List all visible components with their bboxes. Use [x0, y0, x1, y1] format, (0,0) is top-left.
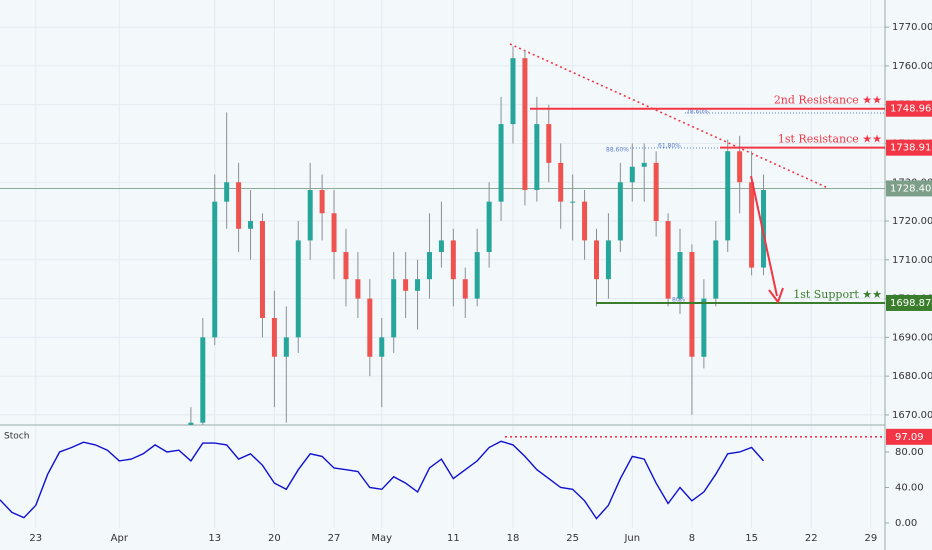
- candle-body: [522, 58, 528, 191]
- candle-body: [343, 252, 349, 280]
- y-tick-label: 80.00: [895, 447, 924, 458]
- candle-body: [713, 240, 719, 299]
- level-badge: [886, 100, 932, 117]
- fib-label: 78.60%: [686, 109, 709, 116]
- y-tick-label: 1690.000: [892, 332, 932, 343]
- candle-body: [737, 151, 743, 183]
- candle-body: [677, 252, 683, 299]
- x-tick-label: Apr: [111, 533, 129, 544]
- candle-body: [212, 201, 218, 338]
- candle-body: [665, 221, 671, 299]
- candle-body: [248, 221, 254, 229]
- candle-body: [629, 166, 635, 183]
- x-tick-label: 11: [447, 533, 460, 544]
- y-tick-label: 0.00: [895, 518, 917, 529]
- candle-body: [415, 279, 421, 291]
- candle-body: [653, 162, 659, 222]
- arrow-head: [768, 287, 784, 305]
- level-badge-label: 1698.874: [890, 298, 932, 309]
- x-tick-label: 18: [507, 533, 520, 544]
- level-badge-label: 1748.967: [890, 104, 932, 115]
- pane-title: Stoch: [4, 432, 29, 442]
- price-badge-label: 1728.409: [890, 183, 932, 194]
- stoch-badge-label: 97.09: [895, 432, 924, 443]
- candle-body: [271, 317, 277, 357]
- candle-body: [307, 190, 313, 241]
- level-label: 1st Support ★★: [793, 288, 882, 301]
- candle-body: [379, 337, 385, 357]
- candle-body: [641, 162, 647, 167]
- candle-body: [701, 298, 707, 357]
- candle-body: [319, 190, 325, 214]
- candle-body: [450, 240, 456, 280]
- y-tick-label: 1670.000: [892, 410, 932, 421]
- candle-body: [188, 422, 194, 425]
- candle-body: [200, 337, 206, 423]
- trend-line: [509, 43, 829, 189]
- candle-body: [558, 162, 564, 202]
- candle-body: [355, 279, 361, 299]
- candle-body: [570, 201, 576, 203]
- candle-body: [331, 213, 337, 253]
- y-tick-label: 1710.000: [892, 255, 932, 266]
- candle-body: [498, 124, 504, 202]
- x-tick-label: 22: [805, 533, 818, 544]
- candle-body: [546, 124, 552, 163]
- candle-body: [749, 182, 755, 268]
- candle-body: [259, 221, 265, 318]
- candle-body: [534, 124, 540, 191]
- x-tick-label: 25: [566, 533, 579, 544]
- candle-body: [617, 182, 623, 241]
- candle-body: [582, 201, 588, 241]
- candle-body: [474, 252, 480, 299]
- candle-body: [236, 182, 242, 229]
- y-tick-label: 1680.000: [892, 371, 932, 382]
- projection-arrow: [750, 175, 778, 297]
- x-tick-label: Jun: [623, 533, 640, 544]
- level-badge-label: 1738.917: [890, 143, 932, 154]
- candle-body: [426, 252, 432, 280]
- candle-body: [295, 240, 301, 338]
- x-tick-label: 8: [689, 533, 695, 544]
- candle-body: [438, 240, 444, 253]
- y-tick-label: 1770.000: [892, 22, 932, 33]
- candle-body: [594, 240, 599, 280]
- level-label: 2nd Resistance ★★: [774, 94, 882, 107]
- y-tick-label: 1720.000: [892, 216, 932, 227]
- stoch-badge: [886, 428, 932, 445]
- x-tick-label: 20: [268, 533, 281, 544]
- candle-body: [224, 182, 230, 202]
- candle-body: [391, 279, 397, 338]
- stoch-line: [0, 440, 765, 520]
- candle-body: [462, 279, 468, 299]
- fib-label: 80%: [672, 297, 686, 304]
- price-badge: [886, 180, 932, 197]
- candle-body: [510, 58, 516, 125]
- candle-body: [367, 298, 373, 357]
- fib-label: 88.60%: [606, 147, 629, 154]
- x-tick-label: 27: [328, 533, 341, 544]
- x-tick-label: 13: [208, 533, 221, 544]
- candle-body: [689, 252, 695, 357]
- candle-body: [486, 201, 492, 253]
- level-badge: [886, 294, 932, 311]
- x-tick-label: 15: [745, 533, 758, 544]
- x-tick-label: May: [371, 533, 392, 544]
- y-tick-label: 1760.000: [892, 61, 932, 72]
- level-badge: [886, 139, 932, 156]
- fib-label: 61.80%: [658, 143, 681, 150]
- x-tick-label: 23: [29, 533, 42, 544]
- y-tick-label: 40.00: [895, 483, 924, 494]
- candle-body: [403, 279, 409, 291]
- candle-body: [761, 190, 767, 268]
- candle-body: [725, 151, 731, 241]
- x-tick-label: 29: [865, 533, 878, 544]
- level-label: 1st Resistance ★★: [778, 133, 882, 146]
- candle-body: [605, 240, 611, 280]
- candle-body: [283, 337, 289, 357]
